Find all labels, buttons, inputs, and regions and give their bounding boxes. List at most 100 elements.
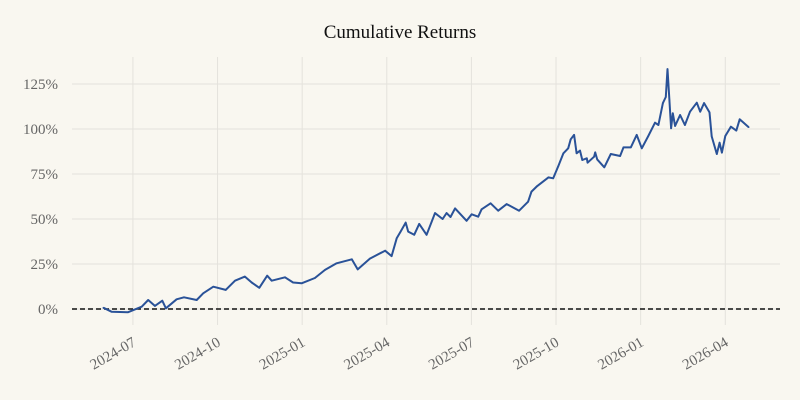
data-point [505, 203, 508, 205]
data-point [585, 157, 588, 160]
data-point [314, 277, 316, 279]
data-point [735, 129, 738, 132]
data-point [581, 159, 584, 161]
data-point [730, 125, 732, 128]
data-point [593, 155, 595, 158]
data-point [356, 268, 359, 271]
data-point [674, 125, 676, 127]
data-point [212, 285, 215, 288]
data-point [703, 102, 705, 104]
series-line [102, 68, 750, 314]
data-point [622, 146, 625, 149]
data-point [708, 111, 711, 114]
data-point [579, 149, 581, 152]
data-point [489, 202, 492, 205]
data-point [324, 269, 326, 271]
data-point [399, 230, 402, 233]
data-point [195, 299, 198, 301]
data-point [662, 102, 664, 104]
data-point [140, 305, 143, 308]
data-point [270, 279, 273, 282]
data-point [635, 134, 638, 136]
data-point [425, 234, 428, 236]
y-tick-label: 0% [38, 302, 58, 318]
y-tick-label: 25% [31, 257, 59, 273]
data-point [666, 68, 669, 70]
data-point [716, 153, 718, 155]
data-point [569, 138, 572, 141]
data-point [710, 135, 713, 138]
data-point [664, 96, 667, 98]
data-point [300, 282, 303, 285]
data-point [629, 146, 632, 149]
data-point [351, 258, 353, 261]
data-point [609, 153, 612, 155]
data-point [147, 299, 149, 301]
data-point [110, 310, 113, 313]
data-point [552, 177, 555, 180]
data-point [418, 223, 421, 225]
data-point [175, 298, 178, 301]
data-point [127, 311, 129, 314]
data-point [747, 126, 750, 128]
data-point [724, 135, 727, 137]
data-point [480, 208, 483, 211]
data-point [573, 134, 575, 136]
data-point [518, 209, 520, 212]
data-point [738, 118, 741, 121]
data-point [586, 161, 589, 164]
data-point [292, 281, 294, 284]
data-point [183, 296, 185, 299]
data-point [244, 275, 246, 278]
data-point [547, 176, 550, 179]
data-point [161, 299, 164, 302]
data-point [384, 249, 386, 252]
data-point [684, 124, 686, 126]
data-point [670, 127, 672, 130]
data-point [202, 292, 204, 295]
data-point [234, 279, 236, 282]
data-point [699, 110, 701, 113]
data-point [672, 112, 674, 115]
data-point [404, 221, 407, 224]
data-point [154, 305, 156, 307]
data-point [470, 213, 473, 216]
data-point [530, 190, 533, 193]
data-point [407, 230, 410, 233]
y-tick-label: 75% [31, 167, 59, 183]
data-point [619, 155, 621, 157]
data-point [224, 289, 227, 291]
data-point [721, 151, 723, 154]
y-tick-label: 125% [23, 77, 58, 93]
data-point [390, 255, 393, 257]
data-point [640, 147, 643, 150]
data-point [102, 306, 105, 309]
data-point [679, 114, 681, 116]
data-point [258, 286, 261, 289]
data-point [465, 220, 468, 222]
data-point [454, 207, 456, 210]
data-point [413, 234, 415, 236]
data-point [657, 124, 660, 126]
data-point [477, 215, 479, 218]
data-point [449, 216, 452, 218]
data-point [527, 200, 529, 203]
data-point [695, 101, 698, 104]
data-point [335, 262, 338, 265]
data-point [395, 237, 398, 240]
data-point [445, 212, 448, 214]
data-point [441, 218, 444, 220]
data-point [594, 151, 597, 154]
y-tick-label: 50% [31, 212, 59, 228]
y-axis: 0% 25% 50% 75% 100% 125% [23, 77, 58, 318]
data-point [266, 274, 268, 277]
data-point [165, 307, 167, 310]
data-point [284, 276, 286, 279]
data-point [575, 152, 578, 155]
data-point [497, 209, 500, 212]
data-point [718, 141, 721, 144]
data-point [596, 158, 599, 161]
data-point [668, 99, 671, 101]
data-point [647, 135, 650, 137]
